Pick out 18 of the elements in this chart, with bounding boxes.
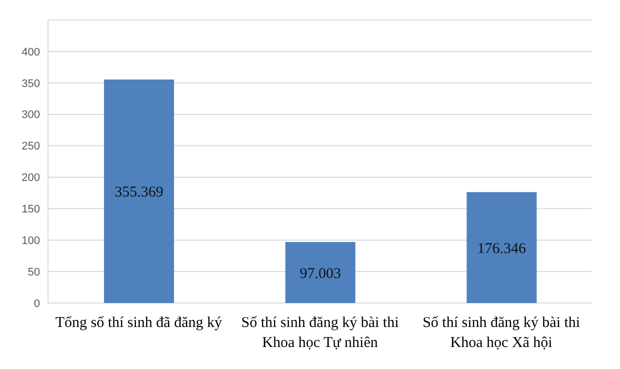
bar	[466, 192, 537, 303]
y-tick-label: 50	[28, 266, 40, 278]
y-tick-label: 100	[22, 235, 40, 248]
y-tick-label: 250	[22, 140, 40, 153]
y-tick-label: 300	[22, 109, 40, 122]
x-tick-label: Số thí sinh đăng ký bài thi Khoa học Xã hội	[422, 315, 580, 351]
bar	[285, 242, 356, 303]
x-tick-label: Tổng số thí sinh đã đăng ký	[55, 315, 222, 331]
y-tick-label: 350	[22, 78, 40, 90]
bar	[104, 80, 174, 303]
data-label: 97.003	[300, 266, 341, 282]
y-tick-label: 400	[22, 46, 40, 58]
x-tick-label: Số thí sinh đăng ký bài thi Khoa học Tự nhiên	[241, 315, 399, 351]
data-label: 176.346	[477, 240, 527, 257]
y-tick-label: 150	[22, 204, 40, 216]
y-tick-label: 0	[34, 298, 40, 310]
y-tick-label: 200	[22, 172, 40, 184]
data-label: 355.369	[114, 184, 164, 201]
